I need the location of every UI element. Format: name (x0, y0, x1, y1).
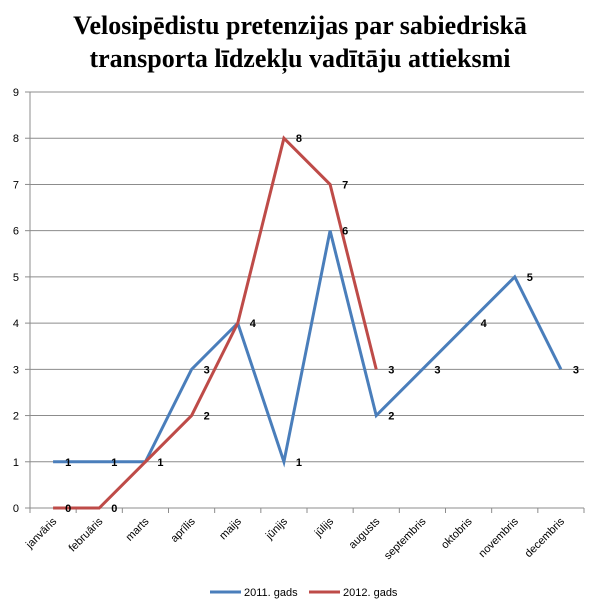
x-tick-label-7: augusts (347, 515, 383, 551)
y-tick-label-2: 2 (13, 411, 19, 423)
y-tick-label-1: 1 (13, 457, 19, 469)
x-tick-label-5: jūnijs (263, 515, 290, 542)
x-tick-label-2: marts (124, 515, 152, 543)
legend: 2011. gads 2012. gads (210, 587, 398, 599)
data-label-s2-3: 2 (204, 411, 210, 423)
x-tick-label-10: novembris (477, 515, 522, 560)
data-label-s1-6: 6 (342, 226, 348, 238)
data-labels: 1 1 1 3 4 1 6 2 3 4 5 3 0 0 2 8 7 3 (65, 133, 579, 515)
x-tick-label-1: februāris (67, 515, 106, 554)
legend-label-2: 2012. gads (343, 587, 398, 599)
data-label-s1-9: 4 (481, 318, 488, 330)
y-tick-label-0: 0 (13, 503, 19, 515)
axes: 0 1 2 3 4 5 6 7 8 9 janvāris februāris marts aprīlis m… (13, 87, 585, 562)
chart-title-line-1: Velosipēdistu pretenzijas par sabiedrisk… (73, 11, 527, 40)
data-label-s1-3: 3 (204, 364, 210, 376)
y-tick-label-9: 9 (13, 87, 19, 99)
y-tick-label-5: 5 (13, 272, 19, 284)
series-lines (53, 135, 563, 510)
data-label-s1-7: 2 (388, 411, 394, 423)
legend-label-1: 2011. gads (244, 587, 298, 599)
y-tick-label-3: 3 (13, 364, 19, 376)
x-tick-label-8: septembris (382, 515, 429, 562)
x-tick-label-6: jūlijs (312, 515, 337, 540)
data-label-s1-4: 4 (250, 318, 257, 330)
y-tick-label-8: 8 (13, 133, 19, 145)
x-tick-label-11: decembris (523, 515, 568, 560)
data-label-s1-2: 1 (157, 457, 163, 469)
data-label-s1-0: 1 (65, 457, 71, 469)
x-tick-label-4: maijs (217, 515, 244, 542)
data-label-s1-10: 5 (527, 272, 533, 284)
x-tick-label-9: oktobris (439, 515, 475, 551)
chart-title-line-2: transporta līdzekļu vadītāju attieksmi (89, 44, 510, 74)
x-tick-label-3: aprīlis (168, 515, 198, 545)
y-tick-label-4: 4 (13, 318, 19, 330)
data-label-s2-0: 0 (65, 503, 71, 515)
x-tick-label-0: janvāris (23, 515, 59, 551)
data-label-s1-11: 3 (573, 364, 579, 376)
data-label-s2-7: 3 (388, 364, 394, 376)
data-label-s2-1: 0 (111, 503, 117, 515)
data-label-s1-8: 3 (434, 364, 440, 376)
gridlines (30, 91, 584, 463)
series-line-2 (53, 135, 378, 510)
data-label-s2-6: 7 (342, 179, 348, 191)
data-label-s2-5: 8 (296, 133, 302, 145)
y-tick-label-6: 6 (13, 226, 19, 238)
data-label-s1-1: 1 (111, 457, 117, 469)
y-tick-label-7: 7 (13, 179, 19, 191)
series-line-1 (53, 230, 563, 468)
data-label-s1-5: 1 (296, 457, 302, 469)
